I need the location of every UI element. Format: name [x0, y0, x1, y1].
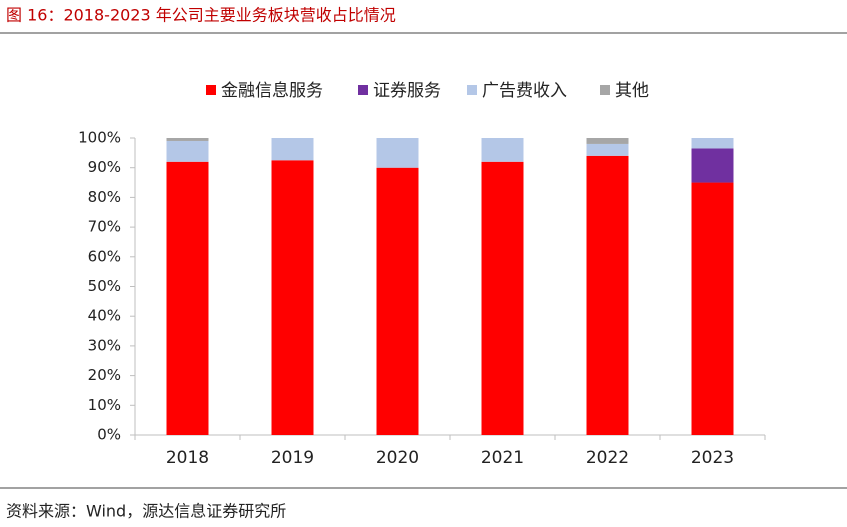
legend-swatch	[206, 85, 216, 95]
x-tick-label: 2022	[586, 448, 629, 468]
y-tick-label: 40%	[88, 307, 121, 325]
x-tick-label: 2020	[376, 448, 419, 468]
legend-swatch	[600, 85, 610, 95]
bar-segment	[691, 148, 734, 183]
legend-label: 广告费收入	[482, 81, 567, 101]
bar-segment	[481, 161, 524, 435]
y-tick-label: 30%	[88, 336, 121, 354]
x-tick-label: 2019	[271, 448, 314, 468]
x-tick-label: 2018	[166, 448, 209, 468]
y-tick-label: 0%	[97, 426, 121, 444]
y-tick-label: 80%	[88, 188, 121, 206]
legend-swatch	[358, 85, 368, 95]
legend-label: 金融信息服务	[221, 81, 323, 101]
bar-segment	[271, 138, 314, 161]
bar-segment	[376, 138, 419, 168]
y-tick-label: 20%	[88, 366, 121, 384]
legend-label: 证券服务	[373, 81, 441, 101]
bar-segment	[166, 140, 209, 162]
legend-label: 其他	[615, 81, 649, 101]
bar-segment	[586, 143, 629, 156]
y-tick-label: 10%	[88, 396, 121, 414]
y-tick-label: 100%	[78, 129, 121, 147]
bar-segment	[586, 138, 629, 144]
bar-segment	[586, 155, 629, 435]
legend-swatch	[467, 85, 477, 95]
bar-segment	[481, 138, 524, 162]
bar-segment	[376, 167, 419, 435]
x-tick-label: 2021	[481, 448, 524, 468]
y-tick-label: 60%	[88, 247, 121, 265]
bar-segment	[691, 138, 734, 149]
y-tick-label: 50%	[88, 277, 121, 295]
bar-segment	[691, 182, 734, 435]
bar-segment	[271, 160, 314, 435]
chart-title: 图 16：2018-2023 年公司主要业务板块营收占比情况	[6, 6, 396, 25]
y-tick-label: 90%	[88, 158, 121, 176]
bar-segment	[166, 161, 209, 435]
y-tick-label: 70%	[88, 218, 121, 236]
source-note: 资料来源：Wind，源达信息证券研究所	[6, 502, 286, 521]
x-tick-label: 2023	[691, 448, 734, 468]
bar-segment	[166, 138, 209, 141]
